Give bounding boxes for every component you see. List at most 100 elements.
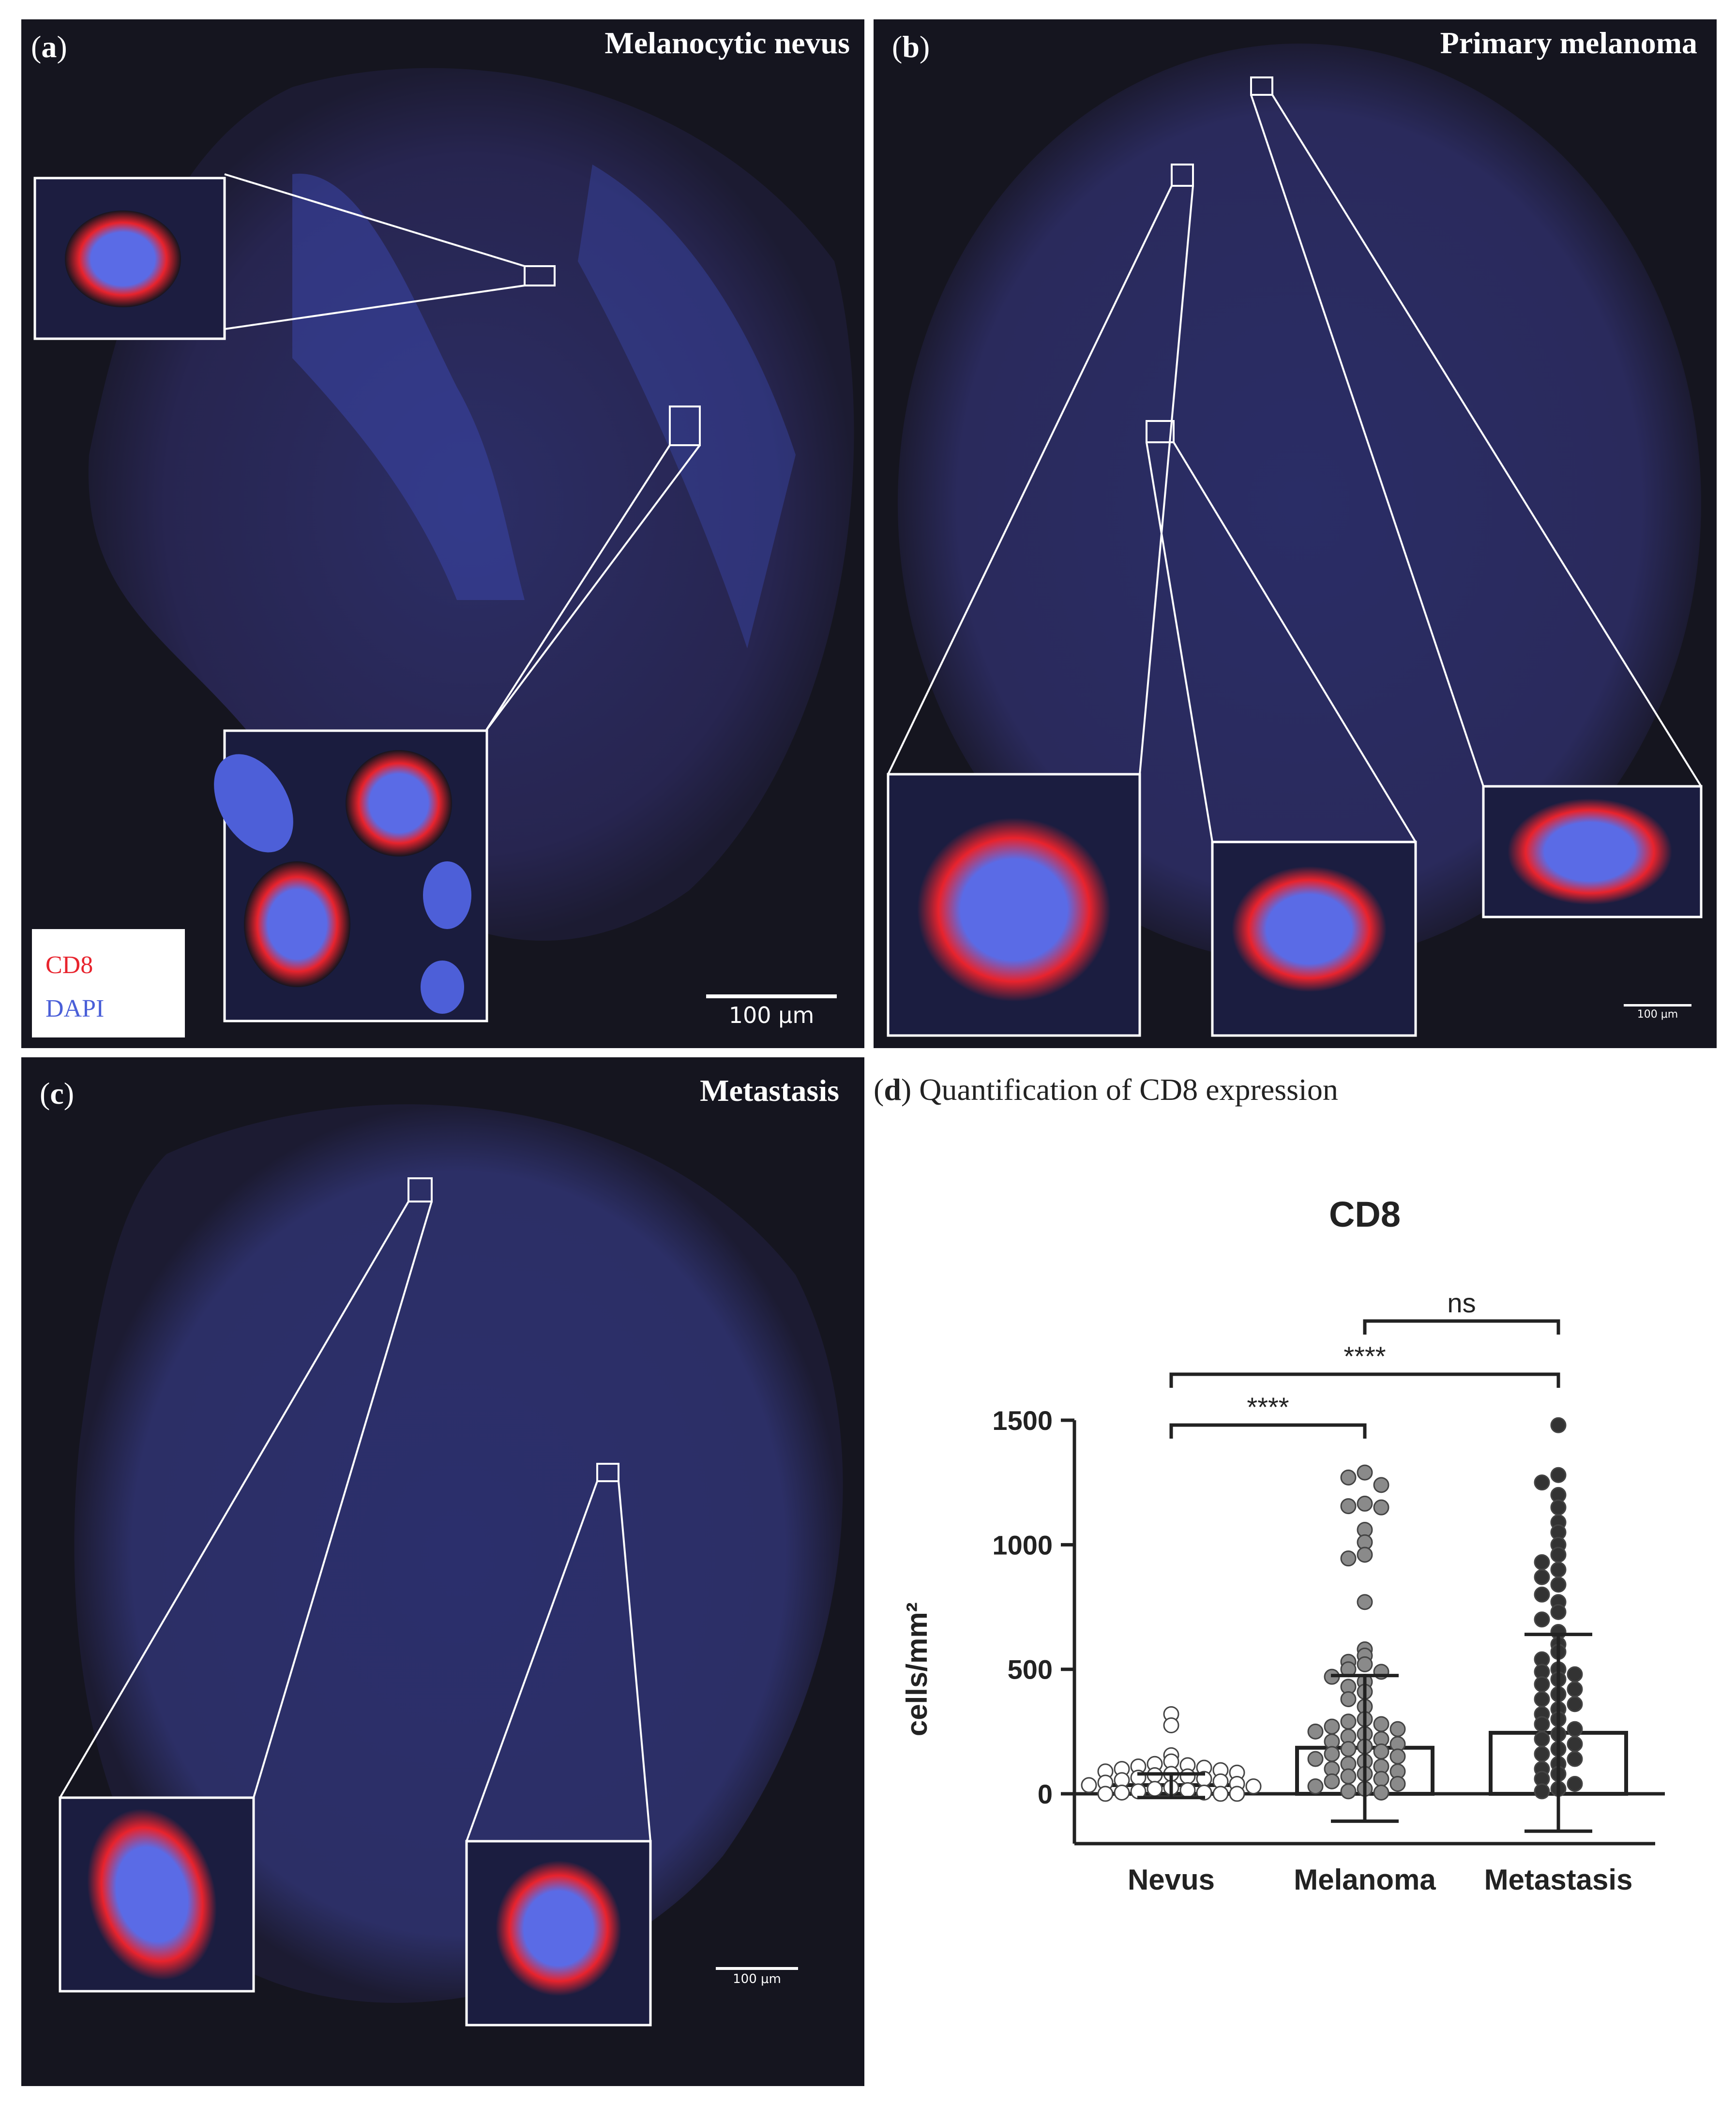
x-tick-label: Melanoma [1294,1863,1436,1896]
x-tick-label: Nevus [1128,1863,1215,1896]
data-point-metastasis [1534,1554,1550,1570]
y-axis-label: cells/mm² [901,1602,933,1736]
panel-b-title: Primary melanoma [1440,26,1697,60]
data-point-metastasis [1550,1562,1567,1578]
data-point-nevus [1245,1778,1262,1795]
data-point-metastasis [1567,1681,1583,1697]
data-point-melanoma [1340,1691,1357,1707]
scale-bar-b-label: 100 μm [1637,1008,1678,1021]
panel-a-title: Melanocytic nevus [604,26,850,60]
data-point-nevus [1114,1784,1130,1801]
panel-c-tissue [59,1104,843,2027]
data-point-melanoma [1357,1495,1373,1512]
data-point-melanoma [1340,1783,1357,1800]
data-point-melanoma [1324,1746,1340,1762]
data-point-melanoma [1357,1547,1373,1563]
panel-d-heading: (d) Quantification of CD8 expression [874,1072,1338,1107]
data-point-metastasis [1550,1467,1567,1483]
scale-bar-c-label: 100 μm [733,1972,781,1986]
x-tick-label: Metastasis [1484,1863,1633,1896]
data-point-metastasis [1550,1604,1567,1620]
data-point-melanoma [1357,1464,1373,1481]
data-point-melanoma [1389,1775,1406,1792]
data-point-melanoma [1373,1477,1389,1493]
panel-b-tissue [887,44,1703,1037]
data-point-melanoma [1307,1751,1324,1767]
data-point-melanoma [1373,1743,1389,1760]
data-point-melanoma [1357,1656,1373,1672]
panel-c-label: (c) [40,1076,75,1111]
data-point-metastasis [1567,1696,1583,1712]
data-point-metastasis [1567,1721,1583,1737]
data-point-metastasis [1534,1474,1550,1491]
data-point-melanoma [1373,1499,1389,1516]
data-point-metastasis [1550,1417,1567,1433]
chart-title: CD8 [1329,1194,1401,1234]
data-point-nevus [1081,1777,1097,1793]
data-point-metastasis [1567,1775,1583,1792]
data-point-melanoma [1340,1469,1357,1486]
data-point-melanoma [1324,1718,1340,1735]
data-point-melanoma [1373,1716,1389,1732]
data-point-melanoma [1357,1594,1373,1610]
y-tick-label: 1000 [992,1530,1053,1560]
data-point-melanoma [1373,1784,1389,1801]
panel-c-micrograph: (c) Metastasis 100 μm [21,1057,864,2086]
panel-a-label: (a) [31,30,67,64]
scale-bar-a: 100 μm [704,994,839,1028]
data-point-metastasis [1550,1499,1567,1516]
data-point-metastasis [1534,1746,1550,1762]
y-tick-label: 0 [1038,1779,1053,1809]
data-point-melanoma [1307,1723,1324,1740]
data-point-nevus [1212,1786,1229,1802]
data-point-melanoma [1340,1741,1357,1757]
data-point-metastasis [1567,1751,1583,1767]
data-point-metastasis [1534,1676,1550,1693]
data-point-melanoma [1389,1721,1406,1737]
data-point-nevus [1179,1768,1196,1785]
panel-a-tissue [33,68,854,1022]
data-point-melanoma [1340,1768,1357,1785]
scale-bar-c: 100 μm [713,1967,800,1986]
cd8-scatter-bar-chart: CD8 cells/mm² 0 500 1000 1500 Nevus Melanoma Met… [901,1194,1665,1896]
data-point-metastasis [1534,1731,1550,1747]
significance-bracket [1169,1423,1367,1439]
data-point-nevus [1229,1786,1245,1802]
data-point-melanoma [1307,1778,1324,1795]
data-point-metastasis [1534,1611,1550,1628]
data-point-metastasis [1567,1666,1583,1682]
data-point-melanoma [1340,1713,1357,1730]
data-point-nevus [1163,1717,1179,1734]
data-point-melanoma [1340,1498,1357,1515]
data-point-melanoma [1340,1550,1357,1567]
scale-bar-b: 100 μm [1619,1004,1696,1021]
significance-label: ns [1447,1288,1476,1318]
panel-b-micrograph: (b) Primary melanoma 100 μm [874,19,1717,1048]
data-point-metastasis [1550,1577,1567,1593]
data-point-nevus [1147,1781,1163,1797]
panel-b-label: (b) [892,30,930,64]
data-point-metastasis [1534,1569,1550,1585]
channel-legend: CD8 DAPI [32,929,185,1037]
panel-a-micrograph: (a) Melanocytic nevus CD8 DAPI 100 μm [21,19,864,1048]
data-point-metastasis [1567,1736,1583,1752]
data-point-metastasis [1534,1586,1550,1603]
data-point-metastasis [1534,1716,1550,1732]
y-tick-label: 1500 [992,1405,1053,1436]
data-point-melanoma [1324,1773,1340,1789]
data-point-melanoma [1389,1748,1406,1765]
legend-dapi: DAPI [45,995,105,1022]
data-point-metastasis [1534,1691,1550,1707]
data-point-nevus [1097,1786,1114,1802]
panel-c-title: Metastasis [700,1073,839,1108]
scale-bar-a-label: 100 μm [728,1002,815,1028]
y-tick-label: 500 [1008,1654,1053,1685]
significance-bracket [1363,1319,1560,1335]
data-point-metastasis [1550,1547,1567,1563]
significance-label: **** [1247,1392,1289,1422]
data-point-metastasis [1534,1783,1550,1800]
significance-bracket [1169,1372,1560,1388]
data-point-nevus [1179,1782,1196,1798]
legend-cd8: CD8 [45,951,93,979]
significance-label: **** [1344,1341,1386,1371]
